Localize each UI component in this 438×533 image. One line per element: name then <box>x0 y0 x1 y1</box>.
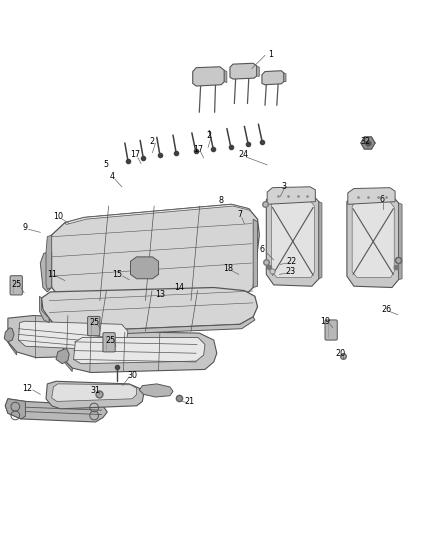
Polygon shape <box>64 359 72 372</box>
Polygon shape <box>257 66 259 76</box>
Text: 8: 8 <box>219 196 224 205</box>
Polygon shape <box>46 381 144 409</box>
Text: 21: 21 <box>184 397 194 406</box>
Polygon shape <box>399 203 402 280</box>
Polygon shape <box>4 328 14 342</box>
Polygon shape <box>253 219 258 287</box>
Polygon shape <box>131 257 159 279</box>
Polygon shape <box>361 137 375 149</box>
Text: 25: 25 <box>89 318 99 327</box>
Text: 10: 10 <box>53 212 63 221</box>
Polygon shape <box>352 201 394 278</box>
Text: 7: 7 <box>237 211 243 219</box>
Text: 4: 4 <box>109 172 114 181</box>
Polygon shape <box>64 332 217 373</box>
Polygon shape <box>56 349 69 364</box>
Polygon shape <box>319 201 322 279</box>
Text: 26: 26 <box>381 305 392 314</box>
Polygon shape <box>267 187 315 204</box>
Text: 1: 1 <box>268 50 273 59</box>
Polygon shape <box>52 384 137 401</box>
Text: 18: 18 <box>224 264 233 273</box>
Text: 32: 32 <box>360 137 371 146</box>
Polygon shape <box>49 317 255 336</box>
Polygon shape <box>193 67 224 86</box>
Text: 20: 20 <box>336 349 346 358</box>
FancyBboxPatch shape <box>325 320 337 340</box>
Polygon shape <box>348 188 395 204</box>
Text: 3: 3 <box>281 182 286 191</box>
Text: 13: 13 <box>155 290 165 300</box>
Polygon shape <box>8 316 138 358</box>
Text: 9: 9 <box>23 223 28 231</box>
Text: 6: 6 <box>379 196 385 205</box>
Polygon shape <box>65 204 251 224</box>
Text: 5: 5 <box>103 160 109 169</box>
FancyBboxPatch shape <box>88 317 100 336</box>
Text: 17: 17 <box>193 144 203 154</box>
Text: 11: 11 <box>47 270 57 279</box>
Text: 15: 15 <box>112 270 123 279</box>
FancyBboxPatch shape <box>10 276 22 295</box>
Polygon shape <box>262 71 284 85</box>
Polygon shape <box>5 399 107 422</box>
Polygon shape <box>224 70 227 83</box>
Text: 25: 25 <box>105 336 116 344</box>
Text: 14: 14 <box>175 283 184 292</box>
Polygon shape <box>139 384 173 397</box>
Polygon shape <box>42 287 258 332</box>
Text: 31: 31 <box>91 385 100 394</box>
Polygon shape <box>272 200 314 278</box>
Polygon shape <box>46 235 52 289</box>
Polygon shape <box>40 253 52 292</box>
Text: 2: 2 <box>207 131 212 140</box>
Text: 22: 22 <box>286 257 297 266</box>
Text: 19: 19 <box>320 317 330 326</box>
Polygon shape <box>230 63 257 79</box>
Text: 17: 17 <box>130 150 140 159</box>
Polygon shape <box>18 321 128 351</box>
Text: 24: 24 <box>238 150 248 159</box>
FancyBboxPatch shape <box>103 333 115 352</box>
Polygon shape <box>39 296 49 322</box>
Polygon shape <box>8 342 17 355</box>
Text: 30: 30 <box>127 370 137 379</box>
Polygon shape <box>266 193 319 286</box>
Text: 25: 25 <box>11 280 22 289</box>
Polygon shape <box>74 337 205 364</box>
Text: 12: 12 <box>22 384 32 393</box>
Polygon shape <box>5 399 25 419</box>
Text: 23: 23 <box>285 267 295 276</box>
Text: 6: 6 <box>259 245 265 254</box>
Text: 2: 2 <box>150 137 155 146</box>
Polygon shape <box>47 204 259 302</box>
Polygon shape <box>347 194 399 287</box>
Polygon shape <box>284 73 286 82</box>
